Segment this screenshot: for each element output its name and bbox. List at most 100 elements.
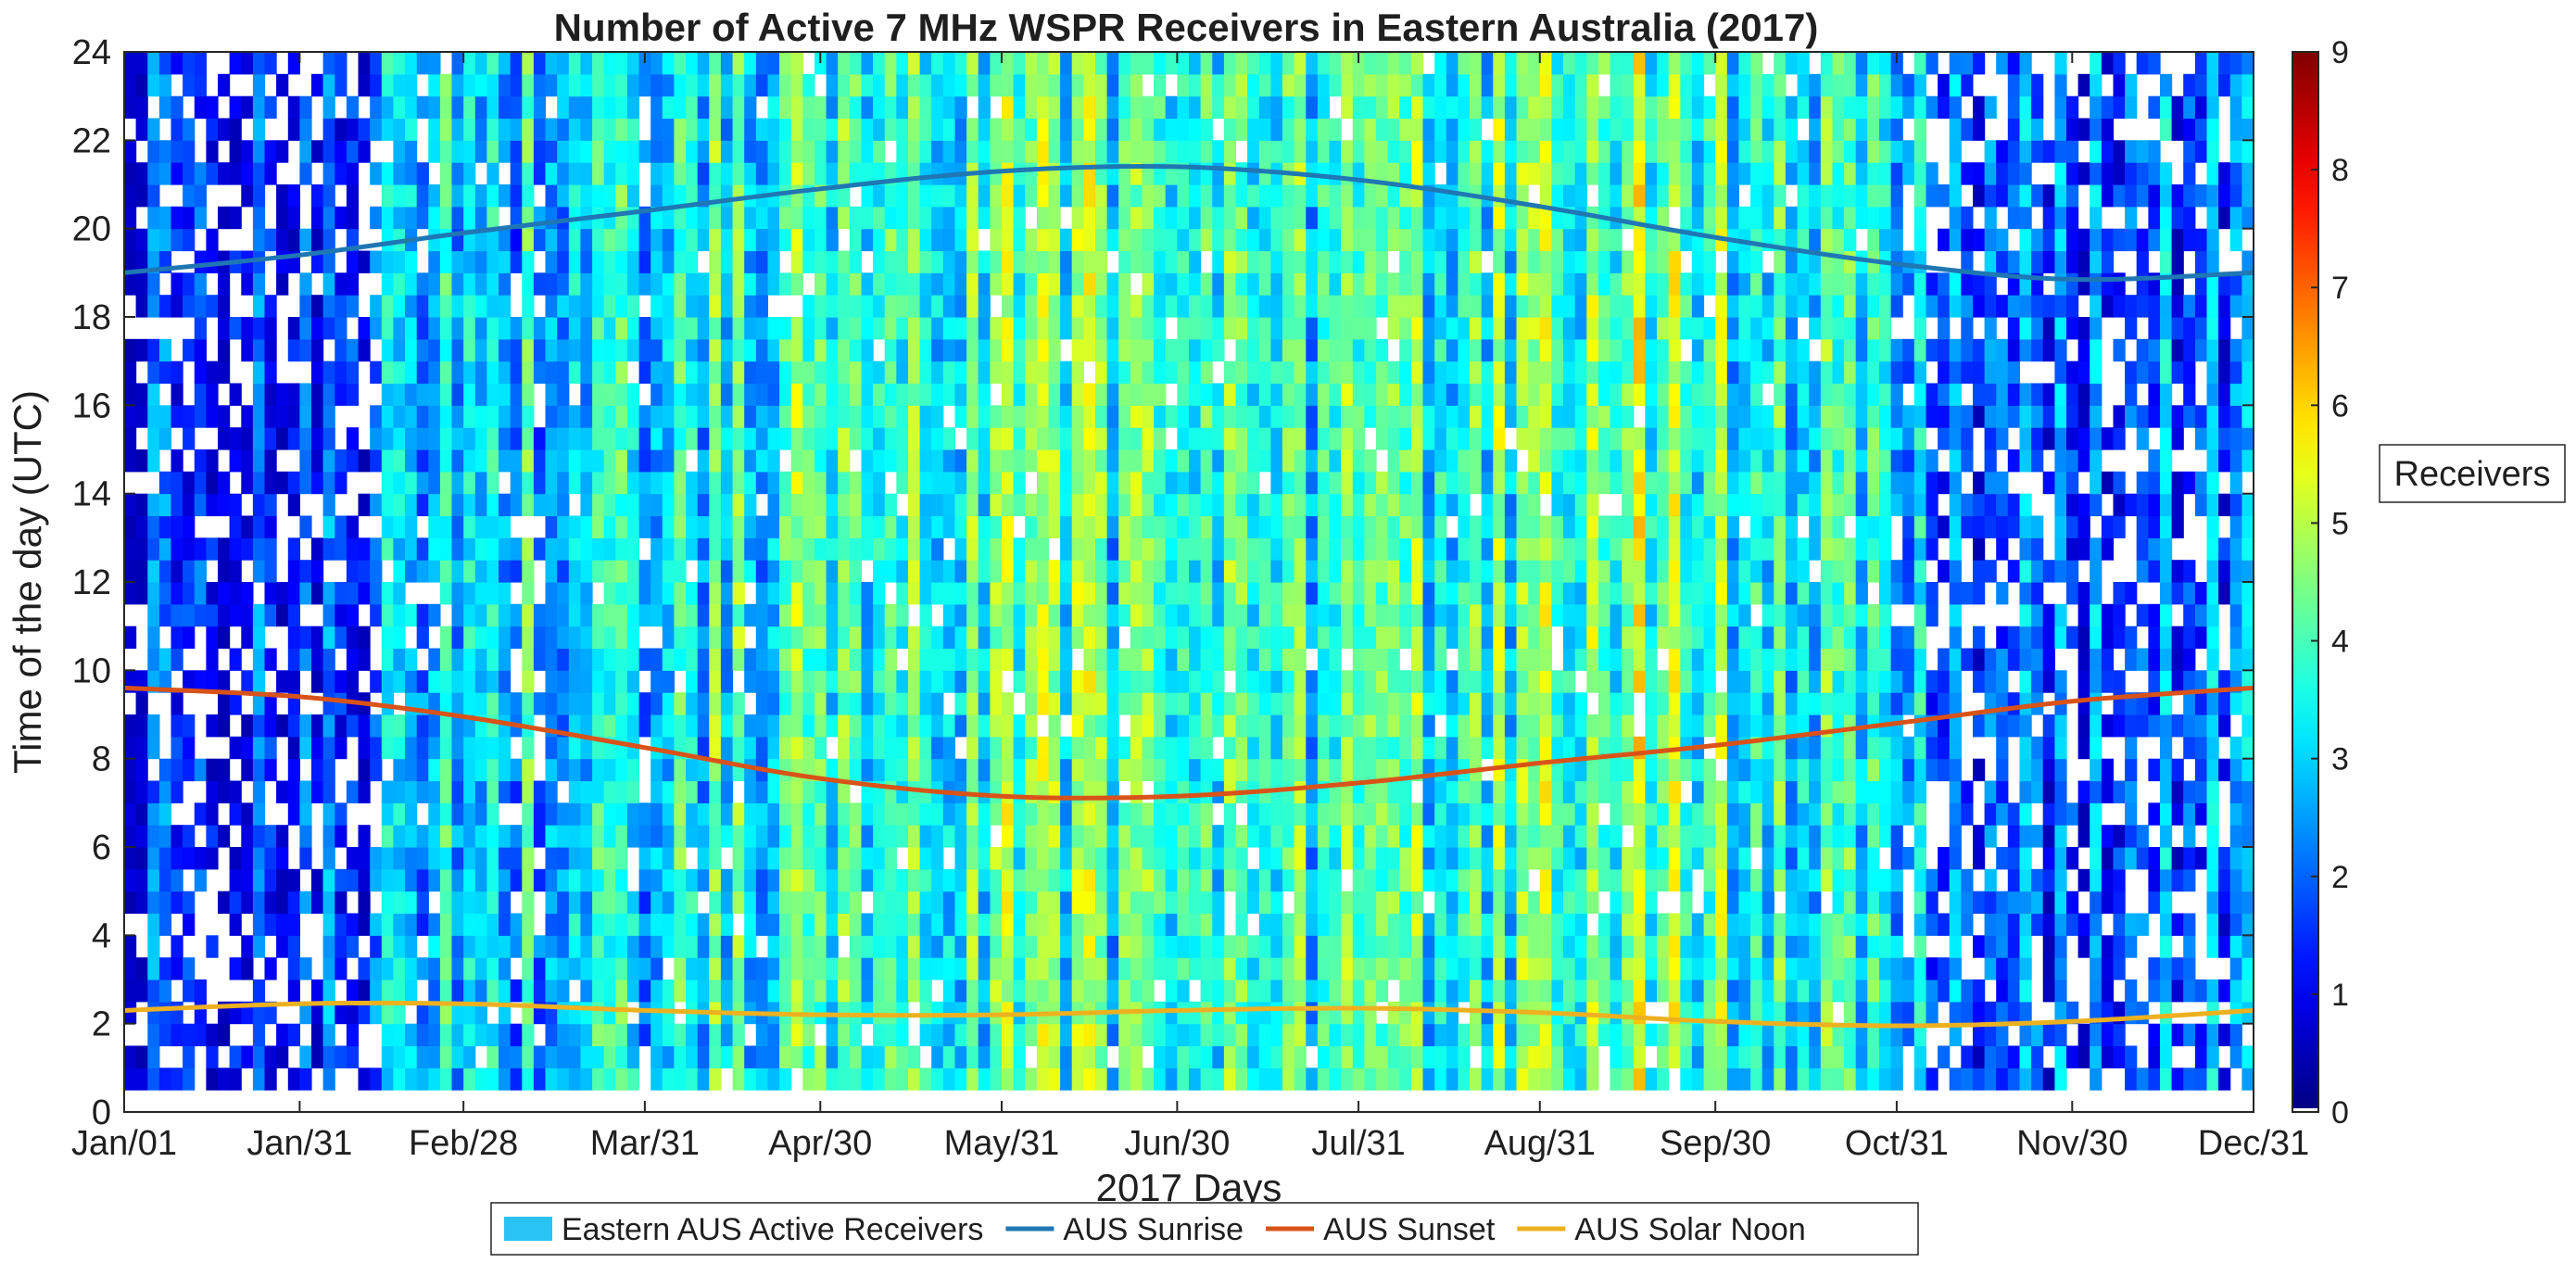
heatmap-cell — [358, 250, 371, 273]
heatmap-cell — [884, 913, 897, 936]
heatmap-cell — [1048, 140, 1061, 163]
heatmap-cell — [978, 295, 991, 318]
heatmap-cell — [405, 758, 418, 782]
heatmap-cell — [1154, 1023, 1167, 1047]
heatmap-cell — [1060, 913, 1073, 936]
heatmap-cell — [1458, 95, 1471, 120]
heatmap-cell — [568, 471, 581, 495]
heatmap-cell — [522, 250, 535, 273]
heatmap-cell — [592, 758, 605, 782]
heatmap-cell — [1387, 73, 1400, 97]
heatmap-cell — [1434, 560, 1447, 583]
heatmap-cell — [802, 1068, 815, 1091]
heatmap-cell — [183, 560, 196, 583]
heatmap-cell — [1317, 891, 1331, 915]
heatmap-cell — [790, 935, 803, 958]
heatmap-cell — [732, 582, 745, 605]
heatmap-cell — [990, 228, 1003, 252]
heatmap-cell — [1434, 250, 1447, 273]
heatmap-cell — [826, 52, 839, 75]
heatmap-cell — [1329, 891, 1342, 915]
heatmap-cell — [1446, 537, 1458, 561]
heatmap-cell — [405, 825, 418, 848]
heatmap-cell — [499, 383, 511, 406]
heatmap-cell — [287, 228, 300, 252]
heatmap-cell — [790, 206, 803, 230]
heatmap-cell — [346, 582, 360, 605]
heatmap-cell — [931, 714, 944, 738]
heatmap-cell — [1025, 758, 1038, 782]
heatmap-cell — [744, 250, 757, 273]
heatmap-cell — [1095, 118, 1108, 141]
heatmap-cell — [1282, 582, 1295, 605]
heatmap-cell — [603, 913, 616, 936]
heatmap-cell — [346, 162, 360, 185]
heatmap-cell — [838, 758, 851, 782]
heatmap-cell — [194, 162, 207, 185]
heatmap-cell — [1399, 360, 1412, 385]
heatmap-cell — [942, 670, 955, 693]
heatmap-cell — [767, 648, 780, 671]
heatmap-cell — [814, 140, 827, 163]
heatmap-cell — [1446, 1001, 1458, 1025]
heatmap-cell — [545, 360, 558, 385]
heatmap-cell — [463, 184, 476, 208]
heatmap-cell — [931, 272, 944, 296]
heatmap-cell — [873, 360, 886, 385]
heatmap-cell — [124, 560, 137, 583]
heatmap-cell — [1002, 250, 1015, 273]
heatmap-cell — [755, 603, 768, 627]
heatmap-cell — [838, 802, 851, 826]
heatmap-cell — [626, 1045, 640, 1068]
heatmap-cell — [439, 118, 453, 141]
heatmap-cell — [1177, 692, 1190, 715]
heatmap-cell — [1095, 758, 1108, 782]
heatmap-cell — [931, 405, 944, 428]
heatmap-cell — [1095, 405, 1108, 428]
heatmap-cell — [1212, 471, 1225, 495]
heatmap-cell — [1282, 714, 1295, 738]
heatmap-cell — [755, 383, 768, 406]
heatmap-cell — [686, 427, 699, 450]
heatmap-cell — [1364, 979, 1377, 1003]
heatmap-cell — [322, 1045, 335, 1068]
heatmap-cell — [1446, 95, 1458, 120]
heatmap-cell — [1212, 648, 1225, 671]
heatmap-cell — [1060, 383, 1073, 406]
heatmap-cell — [1235, 228, 1248, 252]
heatmap-cell — [1177, 338, 1190, 362]
heatmap-cell — [697, 1023, 710, 1047]
heatmap-cell — [755, 780, 768, 803]
heatmap-cell — [299, 582, 312, 605]
heatmap-cell — [1212, 537, 1225, 561]
heatmap-cell — [405, 449, 418, 473]
heatmap-cell — [1352, 582, 1365, 605]
heatmap-cell — [767, 162, 780, 185]
heatmap-cell — [335, 272, 347, 296]
heatmap-cell — [1095, 537, 1108, 561]
heatmap-cell — [931, 847, 944, 870]
heatmap-cell — [1364, 560, 1377, 583]
heatmap-cell — [1235, 891, 1248, 915]
heatmap-cell — [299, 891, 312, 915]
heatmap-cell — [1048, 515, 1061, 538]
heatmap-cell — [1399, 560, 1412, 583]
heatmap-cell — [849, 206, 862, 230]
heatmap-cell — [1247, 95, 1260, 120]
heatmap-cell — [1154, 338, 1167, 362]
heatmap-cell — [194, 560, 207, 583]
heatmap-cell — [557, 913, 570, 936]
heatmap-cell — [1025, 184, 1038, 208]
heatmap-cell — [1165, 338, 1178, 362]
heatmap-cell — [1258, 383, 1271, 406]
heatmap-cell — [416, 670, 429, 693]
heatmap-cell — [124, 935, 137, 958]
heatmap-cell — [931, 802, 944, 826]
heatmap-cell — [1329, 383, 1342, 406]
heatmap-cell — [838, 206, 851, 230]
heatmap-cell — [428, 802, 441, 826]
heatmap-cell — [1434, 427, 1447, 450]
heatmap-cell — [1376, 758, 1389, 782]
heatmap-cell — [322, 802, 335, 826]
heatmap-cell — [393, 868, 406, 892]
